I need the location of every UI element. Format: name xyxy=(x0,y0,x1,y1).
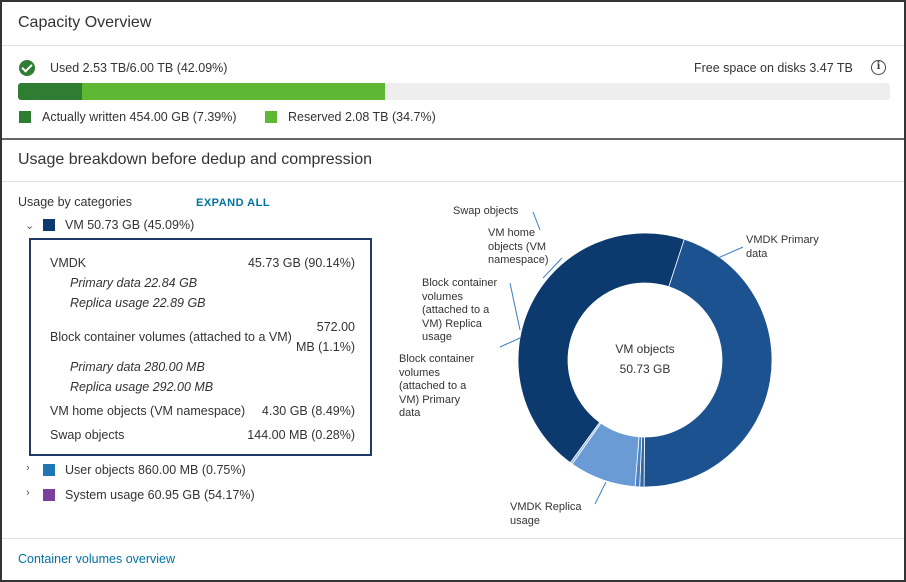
reserved-bar xyxy=(82,83,386,100)
system-usage-swatch xyxy=(43,489,55,501)
swap-leader-line xyxy=(532,211,541,231)
system-usage-label[interactable]: System usage 60.95 GB (54.17%) xyxy=(65,488,255,502)
donut-center-value: 50.73 GB xyxy=(619,362,671,376)
chevron-right-icon[interactable]: › xyxy=(26,462,30,474)
vm-home-objects-chart-label: VM home objects (VM namespace) xyxy=(488,227,549,266)
donut-center-title: VM objects xyxy=(615,342,675,356)
usage-by-categories-label: Usage by categories xyxy=(18,195,132,209)
vmdk-primary-leader-line xyxy=(717,246,744,259)
expand-all-link[interactable]: EXPAND ALL xyxy=(196,197,271,209)
vm-home-objects-value: 4.30 GB (8.49%) xyxy=(261,404,355,418)
used-capacity-label: Used 2.53 TB/6.00 TB (42.09%) xyxy=(50,61,228,75)
vm-home-objects-label: VM home objects (VM namespace) xyxy=(50,404,246,418)
actually-written-swatch xyxy=(19,111,31,123)
swap-objects-value: 144.00 MB (0.28%) xyxy=(247,428,355,442)
vmdk-value: 45.73 GB (90.14%) xyxy=(247,256,355,270)
chevron-right-icon[interactable]: › xyxy=(26,487,30,499)
user-objects-swatch xyxy=(43,464,55,476)
vm-category-label[interactable]: VM 50.73 GB (45.09%) xyxy=(65,218,195,232)
block-replica-leader-line xyxy=(509,282,521,331)
user-objects-label[interactable]: User objects 860.00 MB (0.75%) xyxy=(65,463,246,477)
block-primary-data: Primary data 280.00 MB xyxy=(70,360,205,374)
chevron-down-icon[interactable]: ⌄ xyxy=(25,220,35,232)
swap-objects-label: Swap objects xyxy=(50,428,125,442)
actually-written-legend: Actually written 454.00 GB (7.39%) xyxy=(42,110,237,124)
reserved-legend: Reserved 2.08 TB (34.7%) xyxy=(288,110,436,124)
donut-slice-1[interactable] xyxy=(643,238,773,488)
usage-breakdown-title: Usage breakdown before dedup and compres… xyxy=(18,151,373,168)
actually-written-bar xyxy=(18,83,83,100)
home-leader-line xyxy=(542,257,563,279)
divider xyxy=(2,181,904,182)
container-volumes-overview-link[interactable]: Container volumes overview xyxy=(18,552,176,566)
vmdk-label: VMDK xyxy=(50,256,87,270)
info-icon[interactable]: i xyxy=(871,60,886,75)
vmdk-replica-usage: Replica usage 22.89 GB xyxy=(70,296,206,310)
block-container-label: Block container volumes (attached to a V… xyxy=(50,330,292,344)
block-replica-chart-label: Block container volumes (attached to a VM) … xyxy=(422,277,498,343)
swap-objects-chart-label: Swap objects xyxy=(453,205,519,217)
donut-slice-5[interactable] xyxy=(569,421,602,465)
vmdk-primary-data: Primary data 22.84 GB xyxy=(70,276,198,290)
check-circle-icon xyxy=(19,60,35,76)
free-space-label: Free space on disks 3.47 TB xyxy=(694,61,853,75)
block-primary-chart-label: Block container volumes (attached to a VM) … xyxy=(399,353,475,419)
donut-slice-0[interactable] xyxy=(517,232,685,464)
block-container-value-line2: MB (1.1%) xyxy=(295,340,355,354)
block-replica-usage: Replica usage 292.00 MB xyxy=(70,380,214,394)
vm-swatch xyxy=(43,219,55,231)
vmdk-replica-chart-label: VMDK Replica usage xyxy=(510,501,582,527)
capacity-bar xyxy=(18,83,890,100)
vmdk-replica-leader-line xyxy=(594,481,607,505)
block-container-value-line1: 572.00 xyxy=(316,320,355,334)
divider xyxy=(2,538,904,539)
block-primary-leader-line xyxy=(499,337,521,348)
divider xyxy=(2,45,904,46)
vmdk-primary-chart-label: VMDK Primary data xyxy=(746,234,819,260)
vm-detail-panel xyxy=(29,238,372,456)
section-divider xyxy=(2,138,904,140)
reserved-swatch xyxy=(265,111,277,123)
capacity-overview-title: Capacity Overview xyxy=(18,14,152,31)
